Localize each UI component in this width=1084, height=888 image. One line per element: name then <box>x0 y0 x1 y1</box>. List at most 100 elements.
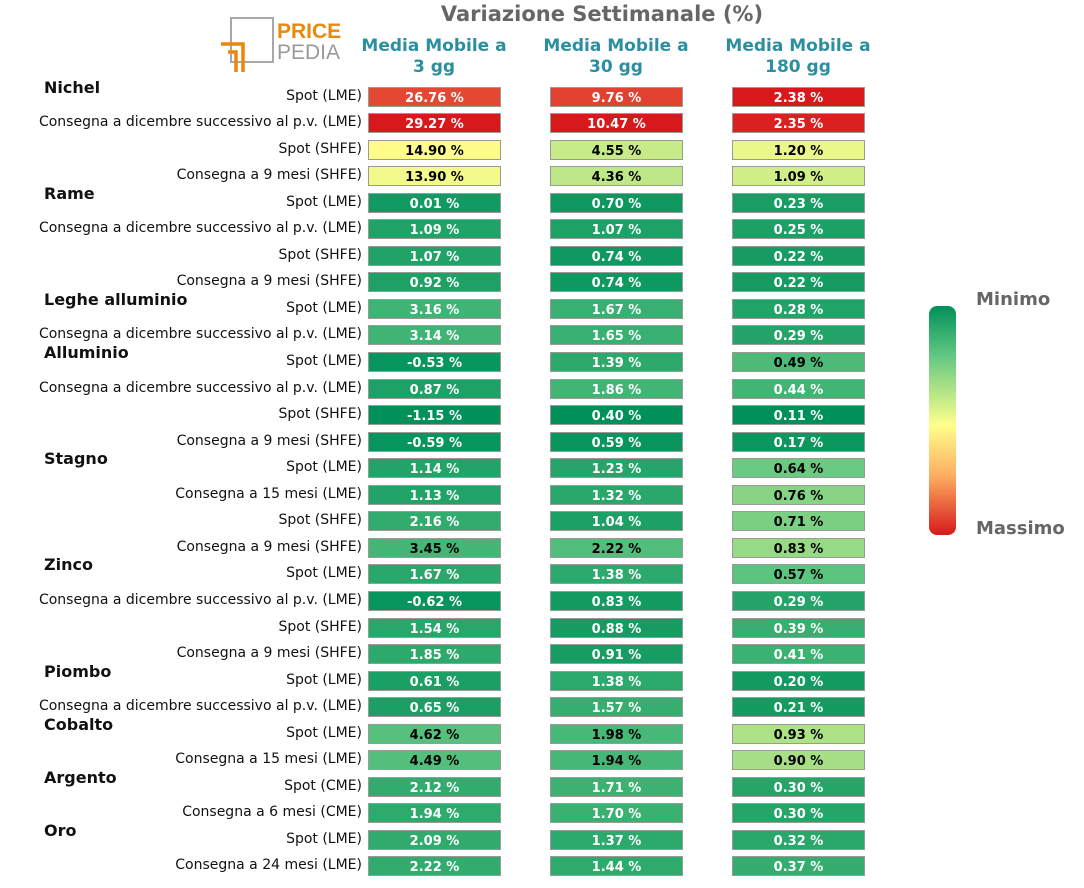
heatmap-cell: 0.44 % <box>732 378 865 399</box>
row-label: Consegna a 9 mesi (SHFE) <box>176 538 362 555</box>
row-label: Consegna a 6 mesi (CME) <box>182 804 362 821</box>
heatmap-cell: 2.09 % <box>368 829 501 850</box>
heatmap-cell: 0.22 % <box>732 245 865 266</box>
heatmap-cell: 2.16 % <box>368 511 501 532</box>
heatmap-cell: 0.01 % <box>368 192 501 213</box>
row-label: Spot (CME) <box>284 777 362 794</box>
heatmap-cell: 1.09 % <box>368 219 501 240</box>
heatmap-cell: 0.74 % <box>550 245 683 266</box>
heatmap-cell: 0.71 % <box>732 511 865 532</box>
heatmap-cell: 0.17 % <box>732 431 865 452</box>
heatmap-cell: 10.47 % <box>550 113 683 134</box>
row-label: Consegna a 9 mesi (SHFE) <box>176 167 362 184</box>
heatmap-cell: 0.87 % <box>368 378 501 399</box>
heatmap-cell: 1.07 % <box>368 245 501 266</box>
heatmap-cell: 4.55 % <box>550 139 683 160</box>
heatmap-cell: 0.21 % <box>732 697 865 718</box>
heatmap-cell: 0.57 % <box>732 564 865 585</box>
row-label: Consegna a 9 mesi (SHFE) <box>176 273 362 290</box>
heatmap-cell: 2.38 % <box>732 86 865 107</box>
heatmap-cell: 2.12 % <box>368 776 501 797</box>
row-label: Consegna a 15 mesi (LME) <box>175 751 362 768</box>
heatmap-cell: 0.23 % <box>732 192 865 213</box>
heatmap-cell: 1.86 % <box>550 378 683 399</box>
heatmap-cell: -0.62 % <box>368 590 501 611</box>
heatmap-cell: 1.37 % <box>550 829 683 850</box>
logo-pedia-text: PEDIA <box>277 41 340 64</box>
heatmap-cell: 0.22 % <box>732 272 865 293</box>
heatmap-cell: 0.70 % <box>550 192 683 213</box>
heatmap-cell: 1.54 % <box>368 617 501 638</box>
heatmap-cell: 0.74 % <box>550 272 683 293</box>
heatmap-cell: 1.70 % <box>550 803 683 824</box>
heatmap-cell: 1.20 % <box>732 139 865 160</box>
heatmap-cell: 2.22 % <box>550 537 683 558</box>
chart-title: Variazione Settimanale (%) <box>440 2 764 26</box>
heatmap-cell: -0.53 % <box>368 352 501 372</box>
row-label: Spot (LME) <box>286 830 362 847</box>
heatmap-cell: 0.28 % <box>732 298 865 319</box>
row-label: Consegna a 9 mesi (SHFE) <box>176 432 362 449</box>
heatmap-cell: 0.88 % <box>550 617 683 638</box>
row-label: Spot (SHFE) <box>278 406 362 423</box>
heatmap-cell: 1.39 % <box>550 352 683 372</box>
heatmap-cell: 0.25 % <box>732 219 865 240</box>
heatmap-cell: -1.15 % <box>368 405 501 426</box>
row-label: Spot (SHFE) <box>278 246 362 263</box>
heatmap-cell: 1.71 % <box>550 776 683 797</box>
heatmap-cell: 0.40 % <box>550 405 683 426</box>
row-label: Spot (LME) <box>286 671 362 688</box>
heatmap-cell: 13.90 % <box>368 166 501 187</box>
heatmap-cell: 1.14 % <box>368 458 501 479</box>
group-label: Argento <box>44 767 117 787</box>
heatmap-cell: 0.76 % <box>732 484 865 505</box>
legend-max-label: Massimo <box>976 518 1065 539</box>
heatmap-cell: 1.94 % <box>368 803 501 824</box>
row-label: Consegna a dicembre successivo al p.v. (… <box>38 379 362 396</box>
group-label: Nichel <box>44 77 101 97</box>
row-label: Spot (SHFE) <box>278 140 362 157</box>
row-label: Consegna a dicembre successivo al p.v. (… <box>38 220 362 237</box>
heatmap-cell: 0.29 % <box>732 590 865 611</box>
row-label: Spot (SHFE) <box>278 618 362 635</box>
group-label: Alluminio <box>44 343 129 362</box>
row-label: Consegna a 15 mesi (LME) <box>175 485 362 502</box>
heatmap-cell: 0.20 % <box>732 670 865 691</box>
heatmap-cell: 1.32 % <box>550 484 683 505</box>
heatmap-cell: 14.90 % <box>368 139 501 160</box>
row-label: Spot (LME) <box>286 193 362 210</box>
heatmap-cell: 1.04 % <box>550 511 683 532</box>
heatmap-cell: 0.93 % <box>732 723 865 744</box>
legend-min-label: Minimo <box>976 289 1051 310</box>
logo-price-text: PRICE <box>277 20 341 43</box>
heatmap-cell: 0.32 % <box>732 829 865 850</box>
heatmap-cell: 0.90 % <box>732 750 865 771</box>
row-label: Spot (LME) <box>286 299 362 316</box>
row-label: Consegna a 24 mesi (LME) <box>175 857 362 874</box>
heatmap-cell: 0.37 % <box>732 856 865 877</box>
row-label: Consegna a dicembre successivo al p.v. (… <box>38 114 362 131</box>
heatmap-cell: 0.91 % <box>550 644 683 665</box>
row-label: Spot (LME) <box>286 459 362 476</box>
heatmap-cell: 1.44 % <box>550 856 683 877</box>
group-label: Rame <box>44 183 95 203</box>
heatmap-cell: 1.67 % <box>550 298 683 319</box>
row-label: Spot (LME) <box>286 87 362 104</box>
row-label: Consegna a dicembre successivo al p.v. (… <box>38 591 362 608</box>
heatmap-cell: 1.57 % <box>550 697 683 718</box>
heatmap-cell: 0.61 % <box>368 670 501 691</box>
heatmap-cell: 3.16 % <box>368 298 501 319</box>
row-label: Consegna a dicembre successivo al p.v. (… <box>38 698 362 715</box>
heatmap-cell: 0.30 % <box>732 803 865 824</box>
group-label: Piombo <box>44 661 112 681</box>
heatmap-cell: 0.83 % <box>550 590 683 611</box>
heatmap-cell: 0.49 % <box>732 352 865 372</box>
heatmap-cell: 4.62 % <box>368 723 501 744</box>
heatmap-cell: 1.13 % <box>368 484 501 505</box>
heatmap-cell: 29.27 % <box>368 113 501 134</box>
heatmap-cell: 0.30 % <box>732 776 865 797</box>
heatmap-cell: 1.67 % <box>368 564 501 585</box>
heatmap-cell: 1.07 % <box>550 219 683 240</box>
heatmap-cell: 9.76 % <box>550 86 683 107</box>
